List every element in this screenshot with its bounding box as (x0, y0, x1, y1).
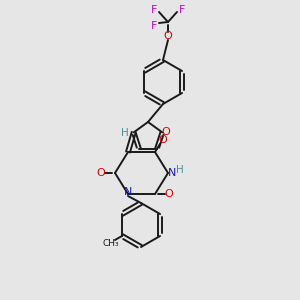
Text: F: F (179, 5, 185, 15)
Text: O: O (165, 189, 173, 199)
Text: N: N (168, 168, 176, 178)
Text: H: H (176, 165, 184, 175)
Text: O: O (161, 128, 170, 137)
Text: H: H (121, 128, 129, 138)
Text: O: O (159, 135, 167, 145)
Text: CH₃: CH₃ (103, 238, 119, 247)
Text: F: F (151, 5, 157, 15)
Text: F: F (151, 21, 157, 31)
Text: O: O (97, 168, 105, 178)
Text: N: N (124, 187, 132, 197)
Text: O: O (164, 31, 172, 41)
